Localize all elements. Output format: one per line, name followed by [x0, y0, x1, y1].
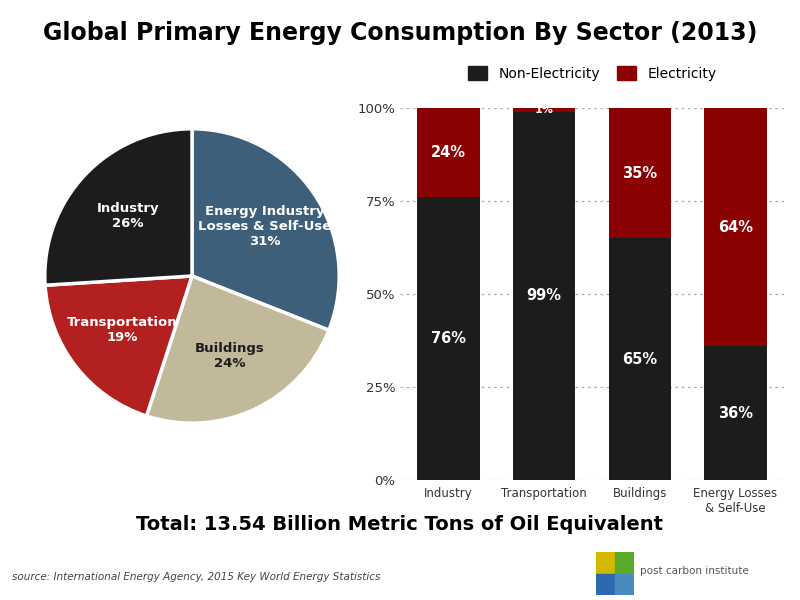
Bar [609, 108, 671, 238]
Bar [418, 108, 480, 197]
Bar [615, 552, 634, 574]
Bar [513, 108, 575, 112]
Wedge shape [45, 129, 192, 285]
Text: 65%: 65% [622, 352, 658, 367]
Text: 36%: 36% [718, 406, 753, 421]
Text: post carbon institute: post carbon institute [640, 566, 749, 576]
Text: 76%: 76% [431, 331, 466, 346]
Bar [596, 552, 615, 574]
Text: Buildings
24%: Buildings 24% [194, 342, 265, 370]
Bar [596, 574, 615, 595]
Wedge shape [192, 129, 339, 330]
Bar [513, 112, 575, 480]
Bar [704, 108, 766, 346]
Text: Total: 13.54 Billion Metric Tons of Oil Equivalent: Total: 13.54 Billion Metric Tons of Oil … [137, 515, 663, 535]
Bar [615, 574, 634, 595]
Text: 64%: 64% [718, 220, 753, 235]
Text: source: International Energy Agency, 2015 Key World Energy Statistics: source: International Energy Agency, 201… [12, 572, 380, 582]
Wedge shape [146, 276, 329, 423]
Bar [418, 197, 480, 480]
Text: 1%: 1% [534, 105, 554, 115]
Text: Industry
26%: Industry 26% [96, 202, 159, 230]
Text: 24%: 24% [431, 145, 466, 160]
Bar [609, 238, 671, 480]
Bar [704, 346, 766, 480]
Text: 35%: 35% [622, 166, 658, 181]
Text: Transportation
19%: Transportation 19% [67, 316, 178, 344]
Text: 99%: 99% [526, 289, 562, 304]
Text: Energy Industry
Losses & Self-Use
31%: Energy Industry Losses & Self-Use 31% [198, 205, 332, 248]
Wedge shape [45, 276, 192, 416]
Legend: Non-Electricity, Electricity: Non-Electricity, Electricity [462, 61, 722, 86]
Text: Global Primary Energy Consumption By Sector (2013): Global Primary Energy Consumption By Sec… [43, 21, 757, 45]
